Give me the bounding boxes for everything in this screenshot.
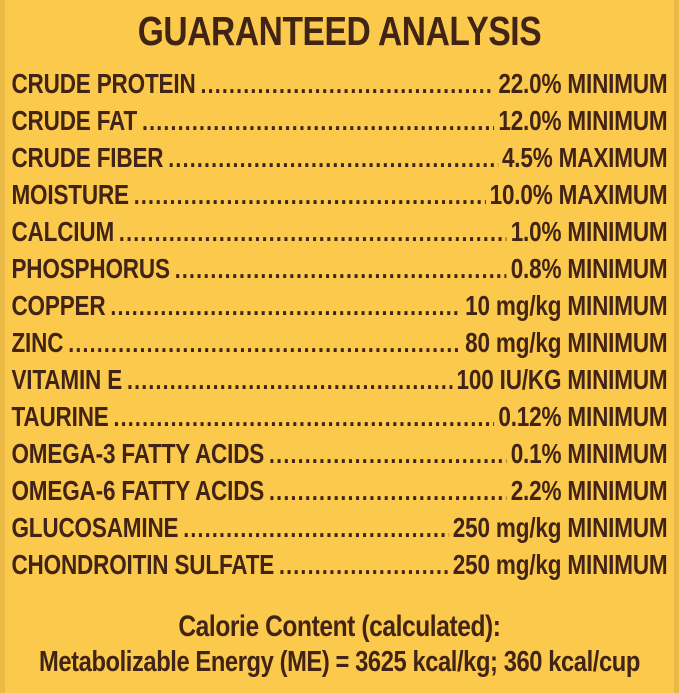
nutrient-label: MOISTURE (11, 179, 129, 210)
dot-leader (269, 435, 507, 473)
nutrient-label: GLUCOSAMINE (11, 512, 179, 543)
analysis-row: CHONDROITIN SULFATE 250 mg/kg MINIMUM (11, 546, 667, 583)
nutrient-value: 100 IU/KG MINIMUM (456, 364, 668, 395)
nutrient-value: 250 mg/kg MINIMUM (452, 549, 668, 580)
nutrient-value: 2.2% MINIMUM (510, 475, 668, 506)
page-title: GUARANTEED ANALYSIS (137, 8, 542, 54)
calorie-content-section: Calorie Content (calculated): Metaboliza… (0, 609, 679, 679)
dot-leader (68, 324, 461, 362)
dot-leader (269, 472, 507, 510)
dot-leader (279, 546, 449, 584)
nutrient-value: 1.0% MINIMUM (510, 216, 668, 247)
nutrient-value: 22.0% MINIMUM (498, 68, 668, 99)
metabolizable-energy-line: Metabolizable Energy (ME) = 3625 kcal/kg… (39, 646, 640, 678)
analysis-row: ZINC 80 mg/kg MINIMUM (11, 324, 667, 361)
dot-leader (183, 509, 448, 547)
analysis-row: OMEGA-6 FATTY ACIDS 2.2% MINIMUM (11, 472, 667, 509)
nutrient-label: PHOSPHORUS (11, 253, 170, 284)
dot-leader (127, 361, 452, 399)
nutrient-label: CALCIUM (11, 216, 115, 247)
dot-leader (175, 250, 507, 288)
nutrient-label: OMEGA-3 FATTY ACIDS (11, 438, 265, 469)
dot-leader (168, 139, 498, 177)
dot-leader (142, 102, 494, 140)
nutrient-label: VITAMIN E (11, 364, 123, 395)
nutrient-value: 80 mg/kg MINIMUM (465, 327, 668, 358)
nutrient-value: 10.0% MAXIMUM (489, 179, 668, 210)
nutrient-label: TAURINE (11, 401, 109, 432)
analysis-row: CALCIUM 1.0% MINIMUM (11, 213, 667, 250)
nutrient-label: CHONDROITIN SULFATE (11, 549, 275, 580)
nutrient-value: 0.8% MINIMUM (510, 253, 668, 284)
analysis-row: VITAMIN E 100 IU/KG MINIMUM (11, 361, 667, 398)
nutrient-value: 10 mg/kg MINIMUM (465, 290, 668, 321)
dot-leader (114, 398, 495, 436)
analysis-row: GLUCOSAMINE 250 mg/kg MINIMUM (11, 509, 667, 546)
analysis-row: OMEGA-3 FATTY ACIDS 0.1% MINIMUM (11, 435, 667, 472)
analysis-row: COPPER 10 mg/kg MINIMUM (11, 287, 667, 324)
nutrient-label: OMEGA-6 FATTY ACIDS (11, 475, 265, 506)
nutrient-value: 0.12% MINIMUM (498, 401, 668, 432)
nutrient-label: CRUDE FAT (11, 105, 138, 136)
nutrient-label: ZINC (11, 327, 64, 358)
analysis-row: MOISTURE 10.0% MAXIMUM (11, 176, 667, 213)
dot-leader (200, 65, 494, 103)
nutrient-value: 250 mg/kg MINIMUM (452, 512, 668, 543)
analysis-row: TAURINE 0.12% MINIMUM (11, 398, 667, 435)
analysis-table: CRUDE PROTEIN 22.0% MINIMUM CRUDE FAT 12.0… (0, 65, 679, 583)
nutrient-label: CRUDE FIBER (11, 142, 164, 173)
analysis-row: CRUDE FIBER 4.5% MAXIMUM (11, 139, 667, 176)
analysis-row: CRUDE FAT 12.0% MINIMUM (11, 102, 667, 139)
calorie-content-heading: Calorie Content (calculated): (178, 610, 501, 643)
nutrient-value: 4.5% MAXIMUM (501, 142, 668, 173)
analysis-row: CRUDE PROTEIN 22.0% MINIMUM (11, 65, 667, 102)
nutrient-label: CRUDE PROTEIN (11, 68, 196, 99)
dot-leader (134, 176, 486, 214)
nutrient-value: 0.1% MINIMUM (510, 438, 668, 469)
dot-leader (110, 287, 461, 325)
analysis-row: PHOSPHORUS 0.8% MINIMUM (11, 250, 667, 287)
nutrient-value: 12.0% MINIMUM (498, 105, 668, 136)
nutrient-label: COPPER (11, 290, 106, 321)
dot-leader (119, 213, 507, 251)
